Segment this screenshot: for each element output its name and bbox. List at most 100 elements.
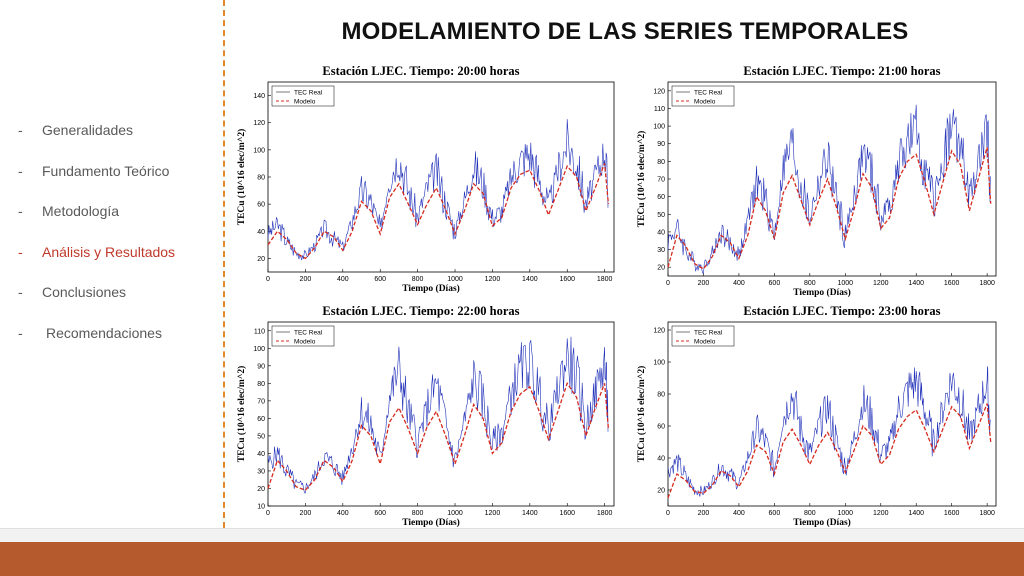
x-tick-label: 400 xyxy=(337,510,349,517)
chart-2300: Estación LJEC. Tiempo: 23:00 horas 0 200 40… xyxy=(636,304,997,528)
x-tick-label: 0 xyxy=(666,510,670,517)
chart-panel-2000: Estación LJEC. Tiempo: 20:00 horas 0 200 40… xyxy=(226,60,618,300)
y-tick-label: 40 xyxy=(257,229,265,236)
x-tick-label: 1600 xyxy=(944,510,960,517)
sidebar-item-generalidades[interactable]: - Generalidades xyxy=(18,120,218,140)
x-tick-label: 200 xyxy=(300,510,312,517)
legend-label: Modelo xyxy=(694,339,716,346)
x-axis-label: Tiempo (Días) xyxy=(402,283,460,294)
y-tick-label: 40 xyxy=(257,451,265,458)
x-tick-label: 1400 xyxy=(522,276,538,283)
series-line-modelo xyxy=(667,147,992,270)
x-tick-label: 600 xyxy=(769,280,781,287)
y-tick-label: 120 xyxy=(253,120,265,127)
y-tick-label: 100 xyxy=(653,124,665,131)
x-tick-label: 400 xyxy=(733,510,745,517)
x-tick-label: 600 xyxy=(769,510,781,517)
series-line-modelo xyxy=(667,403,992,499)
x-tick-label: 1800 xyxy=(979,280,995,287)
legend-label: TEC Real xyxy=(694,90,723,97)
y-tick-label: 80 xyxy=(657,392,665,399)
series-line-tec-real xyxy=(667,366,991,497)
sidebar-item-label: Análisis y Resultados xyxy=(42,243,176,260)
sidebar-item-analisis-resultados[interactable]: - Análisis y Resultados xyxy=(18,242,218,262)
sidebar-item-fundamento-teorico[interactable]: - Fundamento Teórico xyxy=(18,161,218,181)
y-tick-label: 120 xyxy=(653,328,665,335)
legend-label: Modelo xyxy=(694,99,716,106)
bullet-dash: - xyxy=(18,162,23,179)
x-tick-label: 1200 xyxy=(873,510,889,517)
y-tick-label: 70 xyxy=(257,398,265,405)
sidebar-item-conclusiones[interactable]: - Conclusiones xyxy=(18,282,218,302)
y-tick-label: 50 xyxy=(257,433,265,440)
x-tick-label: 1600 xyxy=(559,510,575,517)
y-tick-label: 20 xyxy=(257,486,265,493)
slide-title: MODELAMIENTO DE LAS SERIES TEMPORALES xyxy=(341,18,909,45)
y-tick-label: 80 xyxy=(257,175,265,182)
sidebar-item-label: Fundamento Teórico xyxy=(42,162,170,179)
x-tick-label: 1600 xyxy=(944,280,960,287)
sidebar-item-metodologia[interactable]: - Metodología xyxy=(18,201,218,221)
bullet-dash: - xyxy=(18,122,23,138)
series-line-modelo xyxy=(267,381,610,491)
x-tick-label: 1400 xyxy=(522,510,538,517)
bullet-dash: - xyxy=(18,203,23,219)
y-tick-label: 50 xyxy=(657,212,665,219)
y-tick-label: 110 xyxy=(254,328,265,335)
chart-2100: Estación LJEC. Tiempo: 21:00 horas 0 200 40… xyxy=(636,64,997,298)
x-tick-label: 1600 xyxy=(559,276,575,283)
y-tick-label: 60 xyxy=(657,194,665,201)
x-tick-label: 1400 xyxy=(908,510,924,517)
sidebar-item-label: Generalidades xyxy=(42,122,134,138)
x-tick-label: 1800 xyxy=(597,276,613,283)
sidebar-item-label: Conclusiones xyxy=(42,284,127,300)
chart-title: Estación LJEC. Tiempo: 21:00 horas xyxy=(743,64,940,78)
x-axis-label: Tiempo (Días) xyxy=(402,517,460,528)
y-axis-label: TECu (10^16 elec/m^2) xyxy=(636,131,647,228)
x-tick-label: 800 xyxy=(804,280,816,287)
y-tick-label: 20 xyxy=(257,256,265,263)
y-tick-label: 30 xyxy=(657,247,665,254)
plot-frame xyxy=(267,321,615,507)
chart-2200: Estación LJEC. Tiempo: 22:00 horas 0 200 40… xyxy=(236,304,615,528)
sidebar-nav: - Generalidades - Fundamento Teórico - M… xyxy=(18,120,218,363)
plot-frame xyxy=(267,81,615,273)
y-tick-label: 60 xyxy=(257,202,265,209)
legend-label: TEC Real xyxy=(294,330,323,337)
x-tick-label: 1200 xyxy=(485,510,501,517)
x-tick-label: 400 xyxy=(337,276,349,283)
y-tick-label: 20 xyxy=(657,265,665,272)
bullet-dash: - xyxy=(18,243,23,260)
y-tick-label: 90 xyxy=(257,363,265,370)
sidebar-item-label: Metodología xyxy=(42,203,120,219)
y-tick-label: 100 xyxy=(653,360,665,367)
y-tick-label: 80 xyxy=(657,159,665,166)
chart-title: Estación LJEC. Tiempo: 22:00 horas xyxy=(322,304,519,318)
chart-title: Estación LJEC. Tiempo: 23:00 horas xyxy=(743,304,940,318)
x-tick-label: 200 xyxy=(698,510,710,517)
legend-label: TEC Real xyxy=(694,330,723,337)
series-line-tec-real xyxy=(267,336,609,494)
x-tick-label: 0 xyxy=(666,280,670,287)
sidebar-item-recomendaciones[interactable]: - Recomendaciones xyxy=(18,323,218,343)
x-tick-label: 1800 xyxy=(979,510,995,517)
vertical-divider xyxy=(223,0,225,528)
y-tick-label: 30 xyxy=(257,468,265,475)
y-tick-label: 140 xyxy=(253,93,265,100)
x-axis-label: Tiempo (Días) xyxy=(793,517,851,528)
footer-strip xyxy=(0,528,1024,543)
bullet-dash: - xyxy=(18,284,23,300)
y-tick-label: 60 xyxy=(657,424,665,431)
footer-band xyxy=(0,542,1024,576)
sidebar-item-label: Recomendaciones xyxy=(46,324,162,341)
y-tick-label: 100 xyxy=(253,346,265,353)
y-tick-label: 40 xyxy=(657,229,665,236)
x-tick-label: 200 xyxy=(300,276,312,283)
chart-title: Estación LJEC. Tiempo: 20:00 horas xyxy=(322,64,519,78)
y-tick-label: 40 xyxy=(657,456,665,463)
x-tick-label: 1000 xyxy=(838,510,854,517)
x-axis-label: Tiempo (Días) xyxy=(793,287,851,298)
x-tick-label: 1200 xyxy=(485,276,501,283)
series-line-modelo xyxy=(267,163,610,260)
